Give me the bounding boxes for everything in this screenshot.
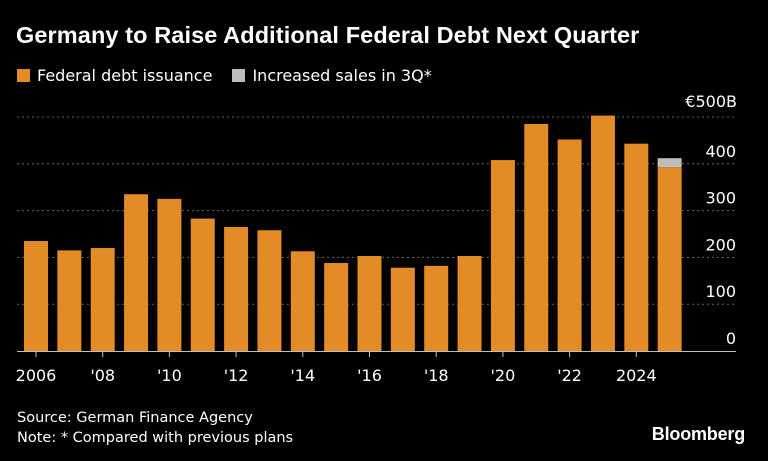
bar-federal-debt bbox=[290, 251, 315, 351]
bar-federal-debt bbox=[424, 265, 449, 351]
x-tick-label: '16 bbox=[357, 366, 382, 385]
bar-federal-debt bbox=[224, 226, 249, 351]
x-tick-label: '08 bbox=[90, 366, 115, 385]
source-note: Source: German Finance Agency bbox=[17, 410, 253, 426]
bloomberg-logo: Bloomberg bbox=[651, 424, 745, 444]
bar-federal-debt bbox=[524, 124, 549, 352]
x-tick-label: '18 bbox=[424, 366, 449, 385]
y-axis-unit-label: €500B bbox=[685, 92, 737, 111]
bar-federal-debt bbox=[657, 167, 682, 351]
x-tick-label: 2006 bbox=[16, 366, 57, 385]
footer: Source: German Finance Agency Note: * Co… bbox=[17, 408, 293, 448]
legend-item-increased-sales: Increased sales in 3Q* bbox=[232, 66, 432, 85]
legend-swatch-federal-debt bbox=[17, 69, 30, 82]
bar-federal-debt bbox=[157, 198, 182, 351]
bar-federal-debt bbox=[624, 143, 649, 351]
bar-federal-debt bbox=[57, 250, 82, 351]
bar-federal-debt bbox=[24, 241, 48, 351]
footnote: Note: * Compared with previous plans bbox=[17, 430, 294, 446]
bar-federal-debt bbox=[557, 139, 582, 351]
x-tick-label: '22 bbox=[557, 366, 582, 385]
x-tick-label: '10 bbox=[157, 366, 182, 385]
x-tick-label: 2024 bbox=[616, 366, 657, 385]
y-tick-label: 400 bbox=[705, 142, 736, 161]
chart-title: Germany to Raise Additional Federal Debt… bbox=[16, 22, 640, 48]
legend-label-increased-sales: Increased sales in 3Q* bbox=[252, 66, 432, 85]
y-tick-label: 200 bbox=[705, 235, 736, 254]
bar-federal-debt bbox=[124, 194, 149, 351]
legend-swatch-increased-sales bbox=[232, 69, 246, 82]
y-tick-label: 100 bbox=[705, 282, 736, 301]
legend-label-federal-debt: Federal debt issuance bbox=[37, 66, 213, 85]
bar-increased-sales bbox=[657, 158, 682, 168]
x-tick-label: '20 bbox=[491, 366, 516, 385]
y-tick-label: 300 bbox=[705, 189, 736, 208]
bar-federal-debt bbox=[490, 160, 515, 351]
bar-federal-debt bbox=[90, 248, 115, 351]
x-tick-label: '12 bbox=[224, 366, 249, 385]
legend-item-federal-debt: Federal debt issuance bbox=[17, 66, 212, 85]
bar-federal-debt bbox=[324, 263, 349, 351]
bar-federal-debt bbox=[357, 255, 382, 351]
bar-federal-debt bbox=[390, 267, 415, 351]
legend: Federal debt issuance Increased sales in… bbox=[17, 66, 452, 85]
x-tick-label: '14 bbox=[290, 366, 315, 385]
bar-federal-debt bbox=[257, 230, 282, 351]
bar-federal-debt bbox=[590, 115, 615, 351]
y-tick-label: 0 bbox=[726, 329, 736, 348]
bar-federal-debt bbox=[190, 218, 215, 351]
bar-federal-debt bbox=[457, 255, 482, 351]
